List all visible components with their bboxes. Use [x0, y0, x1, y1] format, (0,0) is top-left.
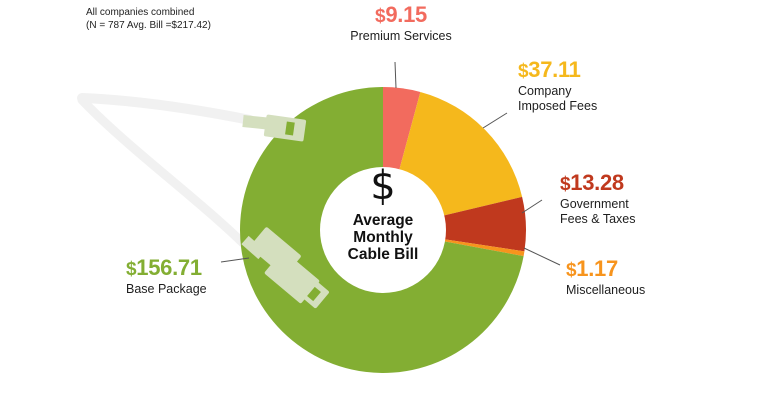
- donut-hole: [320, 167, 446, 293]
- chart-title: Average Monthly Cable Bill: [323, 212, 443, 263]
- value-premium: $9.15: [375, 2, 427, 28]
- note-line-2: (N = 787 Avg. Bill =$217.42): [86, 20, 211, 31]
- label-premium-services: $9.15 Premium Services: [346, 3, 456, 44]
- note-line-1: All companies combined: [86, 7, 195, 18]
- value-misc: $1.17: [566, 256, 618, 282]
- name-premium: Premium Services: [350, 29, 452, 43]
- cable-illustration-outside: [77, 93, 255, 255]
- center-line-2: Monthly: [353, 229, 413, 246]
- name-company-1: Company: [518, 84, 572, 98]
- cable-illustration-inside: [241, 114, 329, 309]
- name-government-1: Government: [560, 197, 629, 211]
- dollar-sign-icon: $: [370, 163, 396, 209]
- value-base: $156.71: [126, 255, 202, 281]
- name-base: Base Package: [126, 282, 207, 296]
- label-base-package: $156.71 Base Package: [126, 256, 207, 297]
- name-company-2: Imposed Fees: [518, 99, 598, 113]
- name-misc: Miscellaneous: [566, 283, 646, 297]
- center-line-3: Cable Bill: [347, 246, 419, 263]
- label-miscellaneous: $1.17 Miscellaneous: [566, 257, 645, 298]
- value-government: $13.28: [560, 170, 624, 196]
- label-government-fees: $13.28 Government Fees & Taxes: [560, 171, 636, 227]
- name-government-2: Fees & Taxes: [560, 212, 636, 226]
- center-line-1: Average: [352, 212, 414, 229]
- chart-subtitle: All companies combined (N = 787 Avg. Bil…: [86, 6, 211, 32]
- value-company: $37.11: [518, 57, 581, 83]
- leader-lines: [220, 61, 561, 266]
- label-company-fees: $37.11 Company Imposed Fees: [518, 58, 597, 114]
- segment-government-fees: [383, 196, 526, 252]
